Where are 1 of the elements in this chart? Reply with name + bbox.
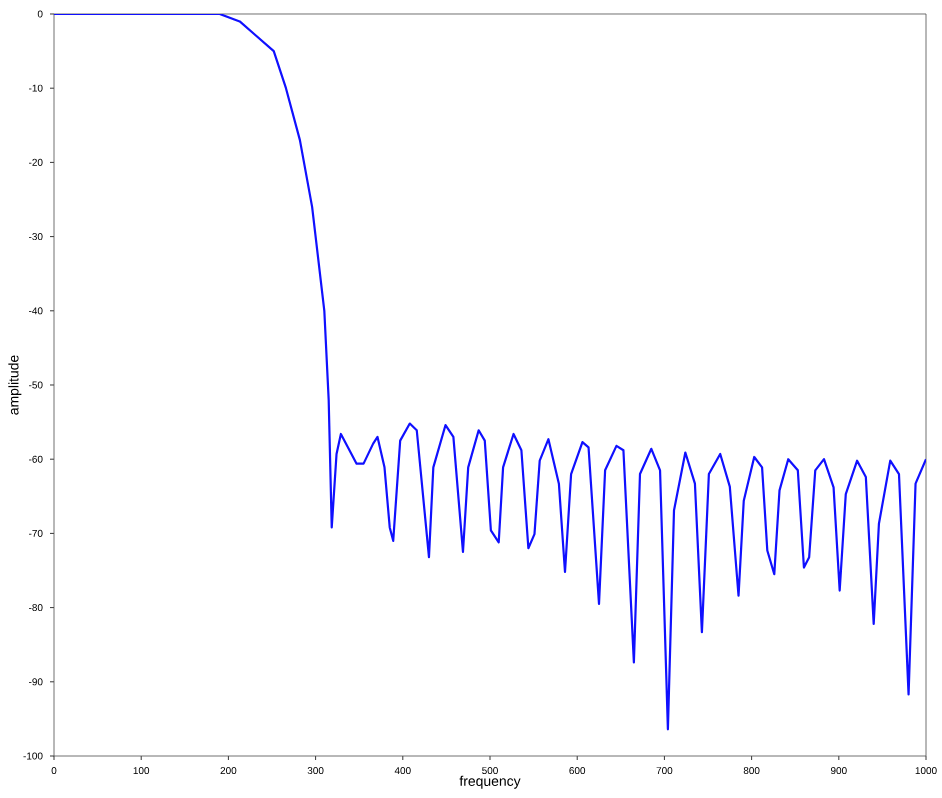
line-series [54, 13, 927, 731]
